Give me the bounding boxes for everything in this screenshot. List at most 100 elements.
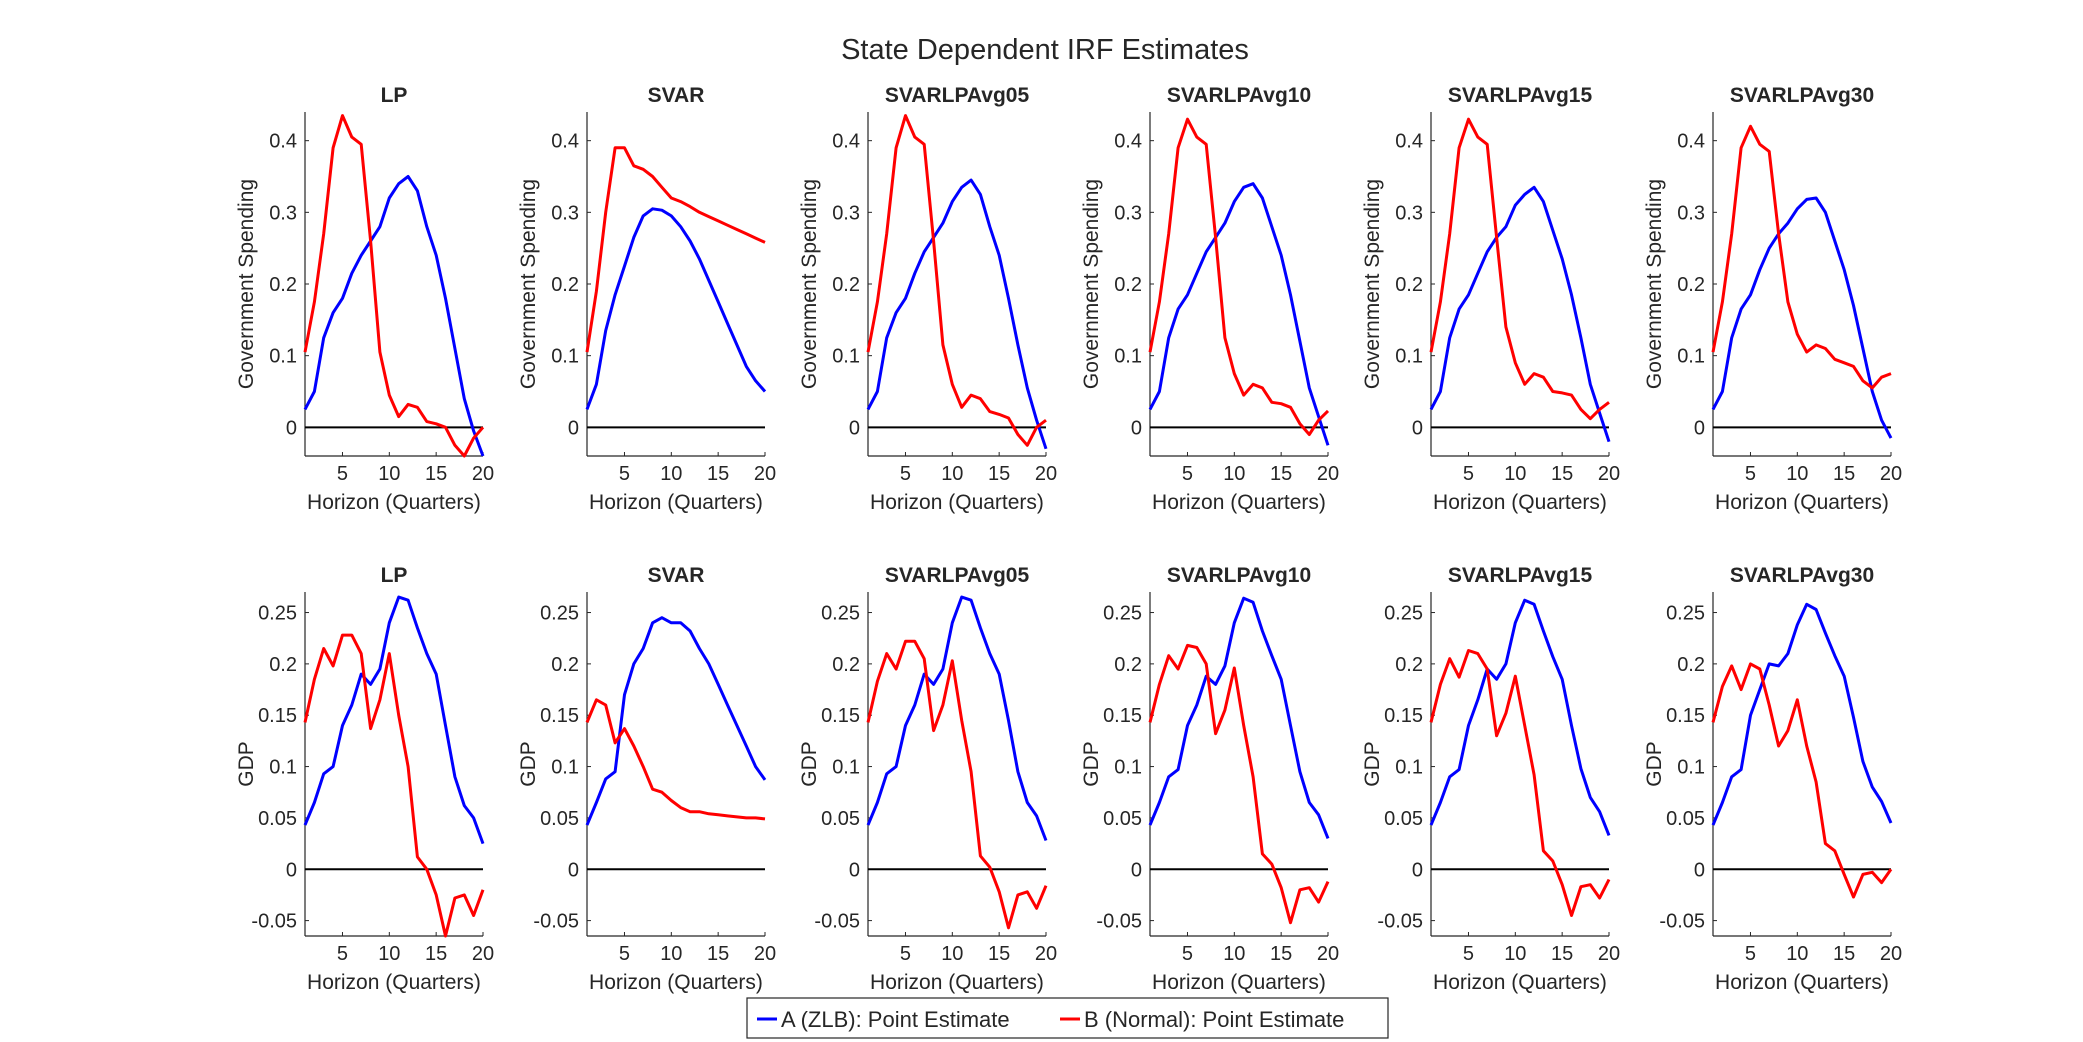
x-tick-label: 20 — [754, 943, 776, 965]
chart-panel-4: 5 10 15 20 0 0.1 0.2 0.3 0.4 SVARLPAvg10 Horizon (… — [1080, 84, 1339, 514]
x-tick-label: 20 — [1598, 943, 1620, 965]
chart-panel-9: 5 10 15 20 -0.05 0 0.05 0.1 0.15 0.2 0.25 SVARLPAvg… — [798, 564, 1057, 994]
x-axis-label: Horizon (Quarters) — [307, 971, 481, 994]
x-axis-label: Horizon (Quarters) — [870, 971, 1044, 994]
y-tick-label: 0.05 — [821, 808, 860, 830]
y-tick-label: 0.4 — [1395, 131, 1423, 153]
y-tick-label: 0.05 — [1103, 808, 1142, 830]
x-tick-label: 5 — [619, 463, 630, 485]
series-line-a-zlb — [1429, 598, 1611, 836]
panel-title: SVAR — [648, 564, 705, 587]
y-axis-label: Government Spending — [1080, 179, 1103, 389]
y-tick-label: 0.1 — [269, 346, 297, 368]
y-tick-label: 0 — [1131, 417, 1142, 439]
y-tick-label: 0.05 — [540, 808, 579, 830]
series-line-b-normal — [866, 639, 1048, 930]
y-tick-label: 0.25 — [1103, 603, 1142, 625]
series-line-a-zlb — [1148, 182, 1330, 446]
series-line-a-zlb — [303, 595, 485, 845]
y-tick-label: 0.4 — [269, 131, 297, 153]
x-tick-label: 15 — [707, 463, 729, 485]
y-tick-label: 0.2 — [551, 274, 579, 296]
x-tick-label: 5 — [1463, 943, 1474, 965]
y-tick-label: 0.1 — [1114, 757, 1142, 779]
y-tick-label: 0.25 — [258, 603, 297, 625]
y-tick-label: 0.2 — [269, 274, 297, 296]
x-tick-label: 10 — [660, 463, 682, 485]
panel-title: SVARLPAvg05 — [885, 564, 1030, 587]
y-axis-label: GDP — [517, 741, 540, 787]
y-tick-label: 0.25 — [1666, 603, 1705, 625]
panel-title: SVARLPAvg30 — [1730, 564, 1874, 587]
x-axis-label: Horizon (Quarters) — [1152, 971, 1326, 994]
x-tick-label: 5 — [1745, 463, 1756, 485]
y-tick-label: 0.2 — [832, 274, 860, 296]
x-tick-label: 10 — [1223, 463, 1245, 485]
x-tick-label: 10 — [1504, 943, 1526, 965]
x-tick-label: 15 — [707, 943, 729, 965]
y-axis-label: Government Spending — [1361, 179, 1384, 389]
y-tick-label: 0.4 — [1677, 131, 1705, 153]
x-axis-label: Horizon (Quarters) — [870, 491, 1044, 514]
y-tick-label: 0.2 — [1677, 274, 1705, 296]
y-tick-label: -0.05 — [251, 911, 297, 933]
y-tick-label: 0.05 — [1384, 808, 1423, 830]
y-tick-label: 0.15 — [1103, 705, 1142, 727]
y-tick-label: 0.25 — [821, 603, 860, 625]
y-tick-label: 0 — [1131, 859, 1142, 881]
legend: A (ZLB): Point Estimate B (Normal): Poin… — [746, 997, 1389, 1039]
x-tick-label: 5 — [337, 943, 348, 965]
x-tick-label: 15 — [1270, 463, 1292, 485]
x-axis-label: Horizon (Quarters) — [1433, 491, 1607, 514]
y-tick-label: -0.05 — [814, 911, 860, 933]
y-tick-label: 0.2 — [269, 654, 297, 676]
x-tick-label: 5 — [337, 463, 348, 485]
series-line-b-normal — [1711, 662, 1893, 899]
x-tick-label: 15 — [1551, 943, 1573, 965]
chart-panel-7: 5 10 15 20 -0.05 0 0.05 0.1 0.15 0.2 0.25 LP Horizon… — [235, 564, 494, 994]
y-tick-label: 0.1 — [551, 757, 579, 779]
y-tick-label: -0.05 — [1659, 911, 1705, 933]
legend-label-b: B (Normal): Point Estimate — [1084, 1007, 1344, 1032]
panels: 5 10 15 20 0 0.1 0.2 0.3 0.4 LP Horizon (Quarters)… — [235, 84, 1902, 994]
chart-panel-11: 5 10 15 20 -0.05 0 0.05 0.1 0.15 0.2 0.25 SVARLPAvg… — [1361, 564, 1620, 994]
x-axis-label: Horizon (Quarters) — [1715, 971, 1889, 994]
x-tick-label: 5 — [900, 463, 911, 485]
y-tick-label: 0.1 — [269, 757, 297, 779]
y-tick-label: 0 — [1412, 417, 1423, 439]
x-axis-label: Horizon (Quarters) — [1433, 971, 1607, 994]
y-tick-label: 0.15 — [1666, 705, 1705, 727]
y-tick-label: 0.3 — [551, 202, 579, 224]
y-tick-label: 0.1 — [1677, 757, 1705, 779]
series-line-b-normal — [303, 114, 485, 458]
series-line-b-normal — [866, 114, 1047, 447]
series-line-b-normal — [1429, 649, 1611, 917]
x-tick-label: 20 — [1035, 943, 1057, 965]
y-axis-label: Government Spending — [798, 179, 821, 389]
x-axis-label: Horizon (Quarters) — [307, 491, 481, 514]
y-tick-label: 0.1 — [1395, 757, 1423, 779]
chart-panel-8: 5 10 15 20 -0.05 0 0.05 0.1 0.15 0.2 0.25 SVAR Horiz… — [517, 564, 776, 994]
y-tick-label: 0 — [568, 859, 579, 881]
x-tick-label: 20 — [754, 463, 776, 485]
chart-panel-5: 5 10 15 20 0 0.1 0.2 0.3 0.4 SVARLPAvg15 Horizon (… — [1361, 84, 1620, 514]
series-line-a-zlb — [866, 595, 1048, 842]
y-tick-label: 0.15 — [1384, 705, 1423, 727]
panel-title: SVAR — [648, 84, 705, 107]
y-axis-label: Government Spending — [1643, 179, 1666, 389]
x-tick-label: 5 — [900, 943, 911, 965]
series-line-b-normal — [1148, 117, 1330, 436]
panel-title: SVARLPAvg10 — [1167, 84, 1311, 107]
chart-panel-3: 5 10 15 20 0 0.1 0.2 0.3 0.4 SVARLPAvg05 Horizon (… — [798, 84, 1057, 514]
y-tick-label: -0.05 — [533, 911, 579, 933]
series-line-b-normal — [1429, 117, 1610, 421]
panel-title: SVARLPAvg05 — [885, 84, 1030, 107]
y-tick-label: 0.2 — [1677, 654, 1705, 676]
series-line-b-normal — [585, 698, 766, 821]
x-tick-label: 15 — [1270, 943, 1292, 965]
y-tick-label: 0.15 — [821, 705, 860, 727]
y-tick-label: 0 — [1694, 859, 1705, 881]
y-tick-label: 0.2 — [1395, 274, 1423, 296]
y-tick-label: 0.1 — [832, 346, 860, 368]
y-tick-label: 0.05 — [1666, 808, 1705, 830]
